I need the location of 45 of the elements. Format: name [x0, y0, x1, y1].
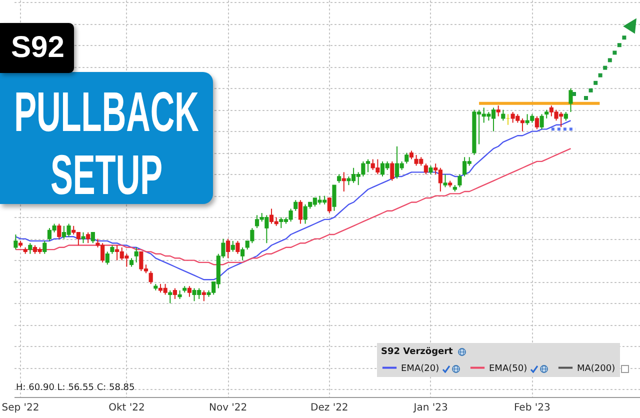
candlestick [327, 197, 332, 214]
candlestick [332, 184, 336, 212]
candlestick [14, 234, 18, 250]
candlestick [404, 152, 409, 164]
x-tick-label: Okt '22 [108, 402, 145, 414]
candlestick [443, 174, 448, 188]
candlestick [81, 232, 86, 244]
candlestick [202, 290, 206, 302]
candlestick [568, 88, 573, 112]
candlestick [42, 240, 47, 254]
x-tick-label: Feb '23 [514, 402, 550, 414]
legend-label: EMA(20) [401, 364, 440, 374]
chart-subtitle: PULLBACK SETUP [13, 80, 200, 206]
candlestick [57, 223, 62, 240]
candlestick [496, 105, 500, 117]
text: H: 60.90 L: 56.55 C: 58.85 [16, 383, 135, 393]
candlestick [501, 109, 506, 122]
candlestick [168, 290, 172, 304]
candlestick [172, 288, 178, 300]
candlestick [105, 251, 110, 266]
candlestick [148, 270, 153, 284]
candlestick [424, 163, 428, 175]
candlestick [134, 246, 138, 263]
candlestick [534, 116, 539, 130]
candlestick [236, 240, 240, 254]
candlestick [540, 114, 544, 130]
candlestick [226, 238, 230, 259]
candlestick [294, 200, 298, 212]
legend-title: S92 Verzögert [381, 347, 454, 357]
candlestick [28, 242, 32, 254]
candlestick [90, 232, 95, 244]
x-tick-label: Dez '22 [310, 402, 348, 414]
candlestick [240, 246, 245, 261]
x-tick-label: Jan '23 [412, 402, 448, 414]
legend-label: EMA(50) [489, 364, 528, 374]
candlestick [298, 200, 302, 224]
chart-title: S92 [0, 23, 74, 73]
x-tick-label: Sep '22 [2, 402, 40, 414]
candlestick [230, 240, 235, 252]
candlestick [86, 232, 90, 244]
x-tick-label: Nov '22 [208, 402, 248, 414]
candlestick [187, 286, 192, 298]
candlestick [390, 160, 394, 182]
candlestick [458, 174, 462, 188]
legend-label: MA(200) [577, 364, 616, 374]
